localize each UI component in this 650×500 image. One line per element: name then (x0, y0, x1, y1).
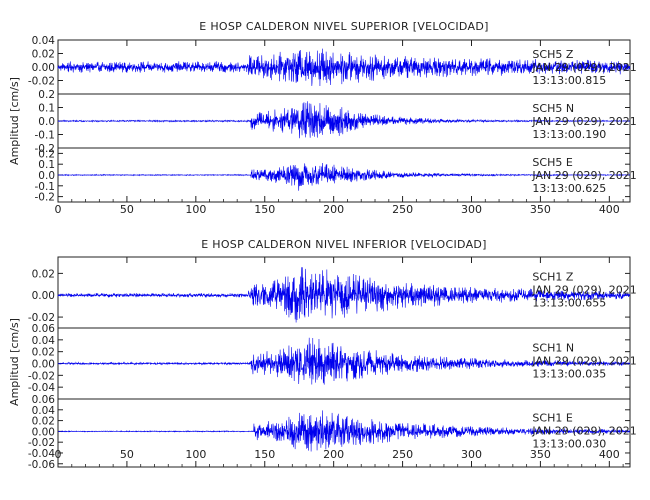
x-tick-label: 250 (392, 448, 413, 461)
y-tick-label: 0.02 (32, 416, 55, 428)
trace-time-label: 13:13:00.030 (532, 437, 606, 450)
y-tick-label: 0.2 (38, 148, 55, 160)
trace-time-label: 13:13:00.625 (532, 182, 606, 195)
waveform (57, 48, 631, 87)
y-tick-label: -0.04 (28, 448, 55, 460)
trace-time-label: 13:13:00.655 (532, 296, 606, 309)
trace-station-label: SCH1 N (532, 341, 574, 354)
y-tick-label: -0.2 (35, 143, 56, 155)
y-tick-label: 0.06 (32, 323, 56, 335)
y-tick-label: 0.00 (32, 62, 55, 74)
trace-station-label: SCH5 E (532, 156, 572, 169)
x-tick-label: 350 (530, 448, 551, 461)
trace-date-label: JAN 29 (029), 2021 (531, 283, 636, 296)
plot-frame (57, 256, 631, 468)
chart-panel-2: E HOSP CALDERON NIVEL INFERIOR [VELOCIDA… (8, 238, 637, 471)
x-tick-label: 50 (120, 203, 134, 216)
waveform (57, 162, 631, 191)
y-tick-label: 0.02 (32, 347, 55, 359)
chart-panel-1: E HOSP CALDERON NIVEL SUPERIOR [VELOCIDA… (8, 20, 637, 216)
waveform (57, 101, 631, 139)
trace-time-label: 13:13:00.815 (532, 74, 606, 87)
trace-station-label: SCH5 N (532, 102, 574, 115)
y-axis-label: Amplitud [cm/s] (8, 77, 21, 165)
y-tick-label: 0.02 (32, 268, 55, 280)
x-tick-label: 50 (120, 448, 134, 461)
y-tick-label: 0.0 (38, 170, 55, 182)
x-tick-label: 0 (55, 448, 62, 461)
waveform (57, 410, 631, 452)
y-tick-label: -0.02 (28, 312, 55, 324)
x-tick-label: 100 (185, 448, 206, 461)
x-tick-label: 300 (461, 203, 482, 216)
trace-station-label: SCH1 Z (532, 270, 573, 283)
y-tick-label: 0.0 (38, 116, 55, 128)
y-tick-label: 0.06 (32, 394, 56, 406)
y-tick-label: -0.04 (28, 382, 55, 394)
trace-station-label: SCH5 Z (532, 48, 573, 61)
x-tick-label: 300 (461, 448, 482, 461)
y-tick-label: -0.02 (28, 76, 55, 88)
x-tick-label: 350 (530, 203, 551, 216)
y-tick-label: 0.00 (32, 426, 55, 438)
x-tick-label: 200 (323, 203, 344, 216)
x-tick-label: 100 (185, 203, 206, 216)
y-tick-label: 0.04 (32, 335, 56, 347)
trace-date-label: JAN 29 (029), 2021 (531, 169, 636, 182)
trace-date-label: JAN 29 (029), 2021 (531, 354, 636, 367)
y-tick-label: 0.04 (32, 35, 56, 47)
y-tick-label: -0.02 (28, 370, 55, 382)
trace-sch1-e: -0.06-0.04-0.020.000.020.040.06 SCH1 EJAN… (28, 394, 637, 471)
x-tick-label: 0 (55, 203, 62, 216)
y-tick-label: -0.02 (28, 437, 55, 449)
y-tick-label: 0.2 (38, 89, 55, 101)
y-tick-label: -0.2 (35, 192, 56, 204)
x-tick-label: 150 (254, 203, 275, 216)
trace-date-label: JAN 29 (029), 2021 (531, 115, 636, 128)
panels-layer: E HOSP CALDERON NIVEL SUPERIOR [VELOCIDA… (8, 20, 637, 471)
y-tick-label: 0.00 (32, 359, 55, 371)
chart-title: E HOSP CALDERON NIVEL INFERIOR [VELOCIDA… (201, 238, 487, 251)
x-tick-label: 400 (599, 203, 620, 216)
x-tick-label: 250 (392, 203, 413, 216)
trace-time-label: 13:13:00.190 (532, 128, 606, 141)
waveform (57, 267, 631, 323)
x-tick-label: 400 (599, 448, 620, 461)
chart-title: E HOSP CALDERON NIVEL SUPERIOR [VELOCIDA… (199, 20, 488, 33)
y-tick-label: 0.1 (38, 103, 55, 115)
y-tick-label: -0.1 (35, 130, 56, 142)
trace-time-label: 13:13:00.035 (532, 367, 606, 380)
x-tick-label: 150 (254, 448, 275, 461)
waveform (57, 337, 631, 385)
y-tick-label: -0.1 (35, 181, 56, 193)
y-tick-label: 0.02 (32, 49, 55, 61)
y-axis-label: Amplitud [cm/s] (8, 318, 21, 406)
trace-date-label: JAN 29 (029), 2021 (531, 61, 636, 74)
y-tick-label: -0.06 (28, 459, 55, 471)
y-tick-label: 0.1 (38, 159, 55, 171)
y-tick-label: 0.04 (32, 405, 56, 417)
y-tick-label: 0.00 (32, 290, 55, 302)
x-tick-label: 200 (323, 448, 344, 461)
trace-date-label: JAN 29 (029), 2021 (531, 424, 636, 437)
trace-station-label: SCH1 E (532, 411, 572, 424)
